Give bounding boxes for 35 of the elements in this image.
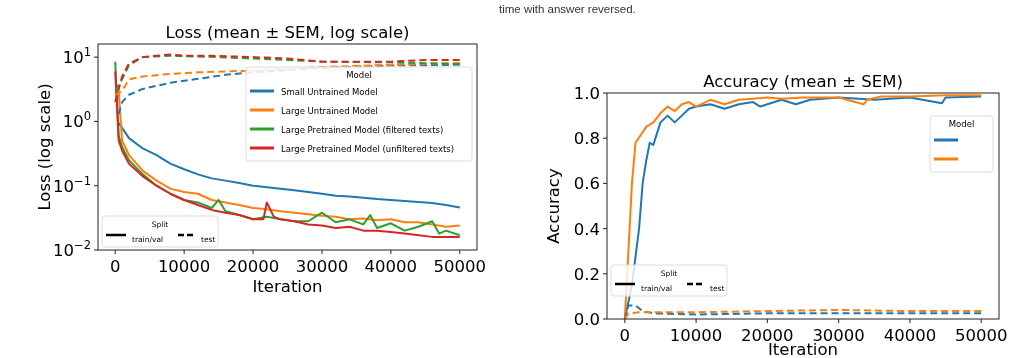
x-tick-label: 50000 — [433, 257, 487, 276]
x-tick-label: 30000 — [295, 257, 349, 276]
legend-label: Large Pretrained Model (unfiltered texts) — [281, 144, 454, 154]
model-legend: Model — [929, 115, 994, 173]
chart-title: Loss (mean ± SEM, log scale) — [165, 23, 410, 42]
y-tick-label: 10$^{0}$ — [62, 109, 91, 132]
x-tick-label: 50000 — [954, 326, 1008, 345]
legend-label: Small Untrained Model — [281, 87, 378, 97]
y-tick-label: 10$^{1}$ — [62, 45, 91, 68]
x-tick-label: 0 — [109, 257, 121, 276]
x-tick-label: 10000 — [669, 326, 723, 345]
y-tick-label: 0.2 — [573, 264, 600, 284]
chart-title: Accuracy (mean ± SEM) — [703, 72, 903, 91]
legend-title: Model — [346, 70, 372, 80]
y-tick-label: 0.4 — [573, 219, 600, 239]
x-tick-label: 10000 — [157, 257, 211, 276]
x-axis-title: Iteration — [768, 340, 838, 358]
y-axis-title: Accuracy — [544, 168, 563, 244]
legend-title: Model — [948, 119, 975, 129]
y-tick-label: 0.6 — [573, 174, 600, 194]
y-tick-label: 1.0 — [573, 84, 600, 103]
y-tick-label: 10$^{−2}$ — [52, 238, 91, 260]
x-tick-label: 20000 — [226, 257, 280, 276]
y-tick-label: 0.8 — [573, 129, 600, 149]
y-tick-label: 10$^{−1}$ — [52, 173, 91, 196]
x-tick-label: 0 — [619, 326, 631, 345]
legend-label: Large Untrained Model — [281, 106, 378, 116]
legend-label: Large Pretrained Model (filtered texts) — [281, 125, 444, 135]
y-axis-title: Loss (log scale) — [35, 83, 54, 211]
x-axis-title: Iteration — [252, 277, 323, 296]
line-series — [117, 121, 461, 209]
text: time with answer reversed. — [499, 3, 636, 15]
y-tick-label: 0.0 — [573, 310, 600, 329]
x-tick-label: 40000 — [364, 257, 418, 276]
x-tick-label: 40000 — [883, 326, 937, 345]
